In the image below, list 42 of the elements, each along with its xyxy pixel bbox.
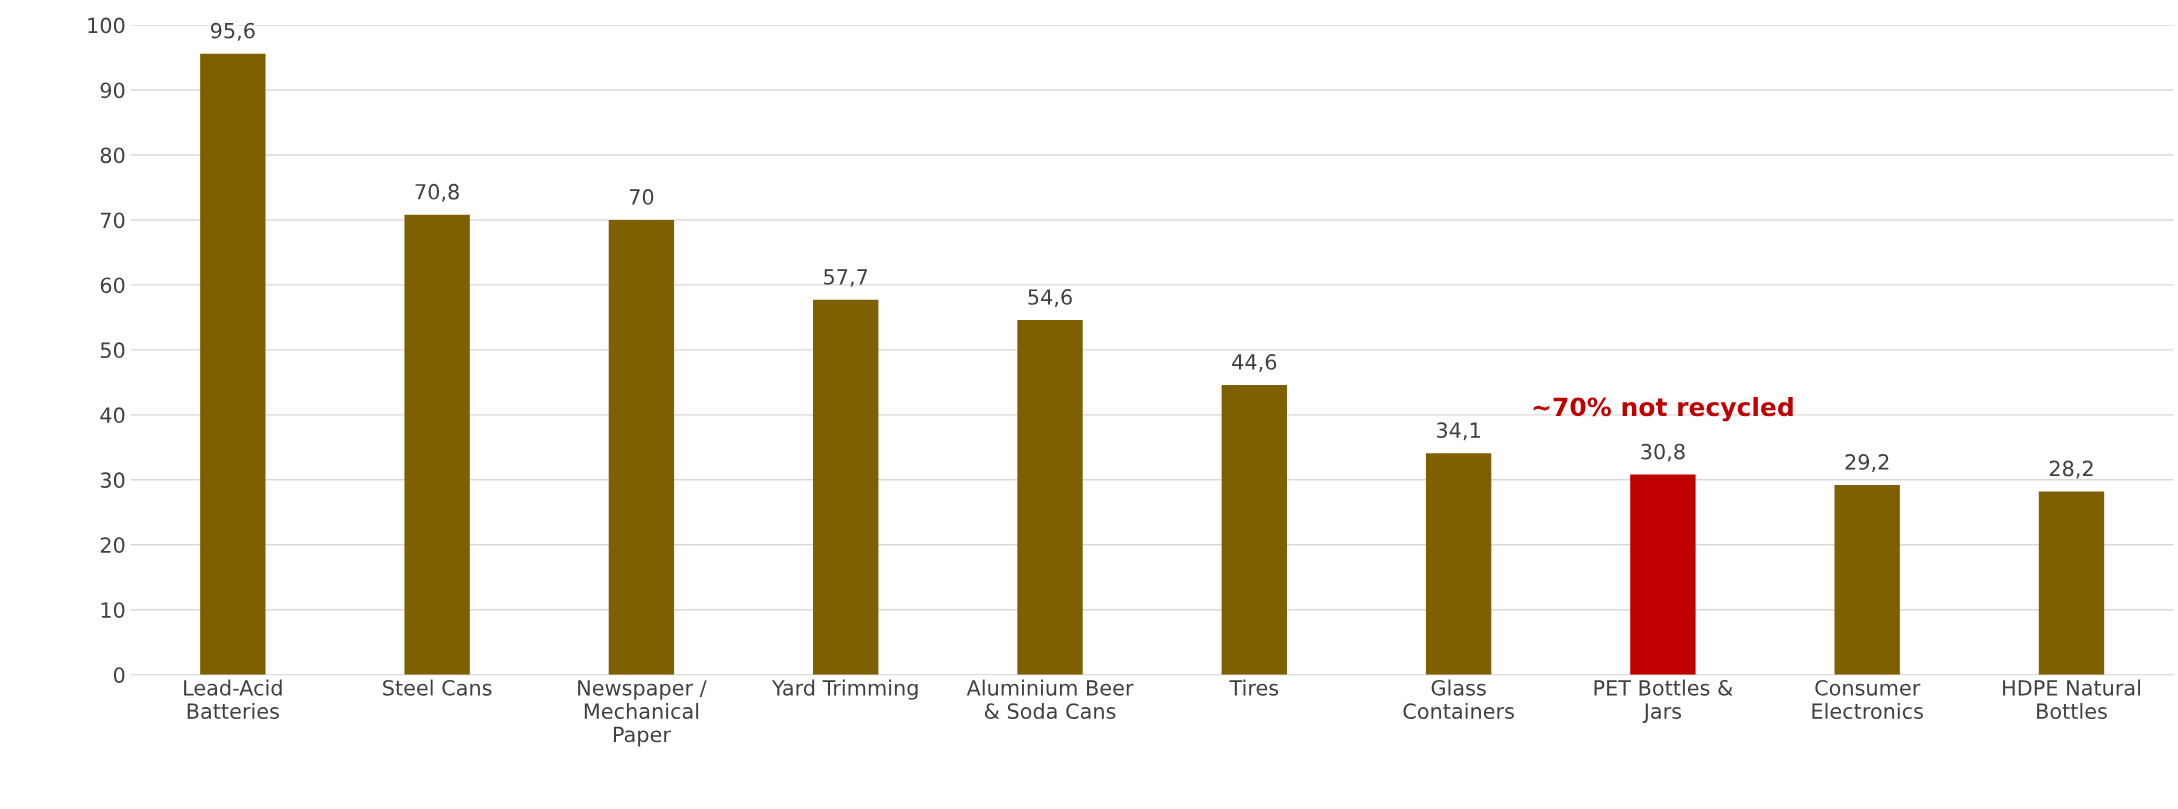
data-label: 28,2 — [2049, 460, 2093, 479]
x-tick-label: Glass Containers — [1403, 679, 1514, 720]
x-tick-label: Tires — [1229, 679, 1279, 696]
bar — [1834, 485, 1900, 675]
data-label: 29,2 — [1845, 454, 1889, 472]
bar — [813, 299, 879, 675]
data-label: 70,8 — [415, 183, 459, 202]
x-tick-label: Yard Trimming — [771, 679, 918, 700]
data-label: 54,6 — [1028, 289, 1072, 307]
x-tick-label: Consumer Electronics — [1812, 679, 1923, 720]
data-label: 34,1 — [1437, 422, 1480, 441]
y-tick-label: 70 — [101, 212, 125, 229]
y-tick-label: 80 — [100, 147, 125, 164]
y-tick-label: 90 — [100, 82, 125, 99]
x-tick-label: Lead-Acid Batteries — [184, 679, 282, 720]
bar — [1221, 384, 1287, 675]
bar — [2038, 491, 2105, 675]
y-tick-label: 0 — [113, 667, 125, 683]
x-tick-label: Aluminium Beer & Soda Cans — [966, 679, 1134, 720]
bar — [200, 53, 266, 675]
bar — [1017, 320, 1083, 675]
y-tick-label: 100 — [88, 17, 125, 34]
x-tick-label: Newspaper / Mechanical Paper — [578, 680, 707, 747]
y-tick-label: 20 — [100, 537, 125, 553]
bar — [1630, 474, 1696, 675]
bar — [404, 214, 470, 675]
bar — [608, 219, 675, 675]
annotation: ~70% not recycled — [1533, 396, 1793, 422]
data-label: 44,6 — [1232, 354, 1277, 372]
data-label: 95,6 — [210, 22, 255, 41]
y-tick-label: 50 — [100, 342, 125, 359]
data-label: 57,7 — [824, 269, 868, 287]
data-label: 70 — [629, 189, 654, 205]
bar — [1425, 453, 1492, 675]
y-tick-label: 60 — [100, 277, 125, 294]
x-tick-label: PET Bottles & Jars — [1594, 679, 1733, 723]
y-tick-label: 10 — [101, 602, 125, 618]
x-tick-label: HDPE Natural Bottles — [2003, 679, 2140, 720]
x-tick-label: Steel Cans — [383, 679, 492, 696]
y-tick-label: 40 — [100, 407, 125, 424]
y-tick-label: 30 — [100, 472, 125, 489]
data-label: 30,8 — [1641, 443, 1685, 462]
